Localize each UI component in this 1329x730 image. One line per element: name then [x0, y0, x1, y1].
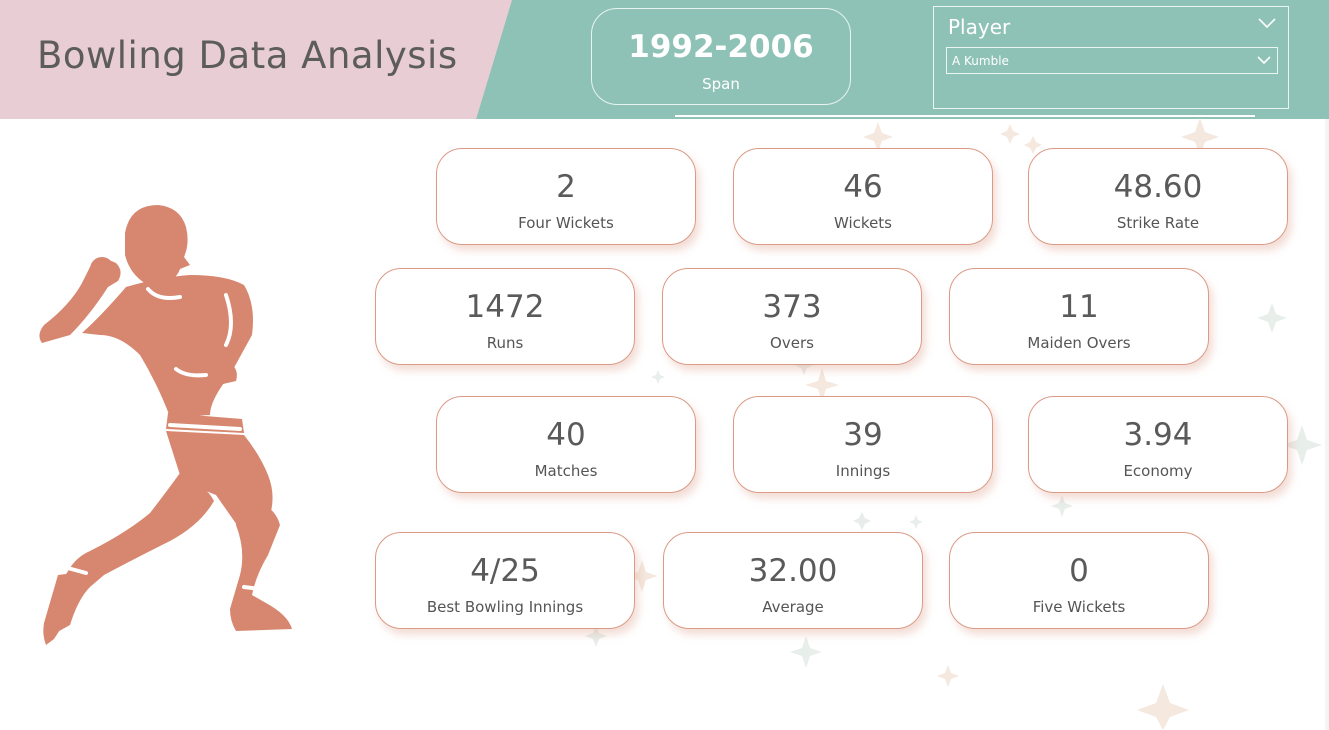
kpi-value: 4/25 [470, 553, 540, 589]
kpi-card-wickets: 46 Wickets [733, 148, 993, 245]
kpi-card-four-wickets: 2 Four Wickets [436, 148, 696, 245]
kpi-label: Economy [1123, 462, 1193, 480]
kpi-card-innings: 39 Innings [733, 396, 993, 493]
kpi-card-matches: 40 Matches [436, 396, 696, 493]
kpi-label: Innings [835, 462, 891, 480]
kpi-value: 39 [843, 417, 883, 453]
kpi-card-strike-rate: 48.60 Strike Rate [1028, 148, 1288, 245]
player-dropdown-value: A Kumble [952, 54, 1009, 68]
kpi-value: 2 [556, 169, 576, 205]
kpi-label: Overs [770, 334, 814, 352]
kpi-label: Wickets [834, 214, 892, 232]
kpi-card-runs: 1472 Runs [375, 268, 635, 365]
kpi-value: 46 [843, 169, 883, 205]
span-card: 1992-2006 Span [591, 8, 851, 105]
cricket-bowler-icon [39, 205, 292, 645]
kpi-label: Best Bowling Innings [426, 598, 584, 616]
kpi-label: Average [762, 598, 824, 616]
kpi-card-five-wickets: 0 Five Wickets [949, 532, 1209, 629]
kpi-label: Matches [534, 462, 598, 480]
chevron-down-icon[interactable] [1257, 54, 1271, 66]
kpi-card-economy: 3.94 Economy [1028, 396, 1288, 493]
player-slicer-title: Player [948, 15, 1011, 39]
kpi-value: 40 [546, 417, 586, 453]
title-panel [0, 0, 512, 119]
kpi-value: 1472 [465, 289, 545, 325]
kpi-label: Four Wickets [518, 214, 614, 232]
kpi-card-average: 32.00 Average [663, 532, 923, 629]
kpi-card-maiden-overs: 11 Maiden Overs [949, 268, 1209, 365]
kpi-card-overs: 373 Overs [662, 268, 922, 365]
kpi-value: 3.94 [1123, 417, 1193, 453]
header-divider [675, 115, 1255, 117]
kpi-value: 0 [1069, 553, 1089, 589]
page-title: Bowling Data Analysis [37, 34, 458, 77]
span-value: 1992-2006 [628, 29, 814, 65]
kpi-value: 373 [762, 289, 822, 325]
kpi-value: 48.60 [1113, 169, 1203, 205]
chevron-down-icon[interactable] [1258, 16, 1276, 30]
kpi-card-best-bowling-innings: 4/25 Best Bowling Innings [375, 532, 635, 629]
player-slicer: Player A Kumble [933, 6, 1289, 109]
kpi-label: Strike Rate [1116, 214, 1200, 232]
kpi-value: 11 [1059, 289, 1099, 325]
player-dropdown[interactable]: A Kumble [946, 47, 1278, 74]
span-label: Span [702, 75, 740, 93]
scroll-edge [1325, 119, 1329, 730]
kpi-label: Five Wickets [1032, 598, 1126, 616]
kpi-label: Maiden Overs [1027, 334, 1131, 352]
kpi-value: 32.00 [748, 553, 838, 589]
kpi-label: Runs [486, 334, 524, 352]
